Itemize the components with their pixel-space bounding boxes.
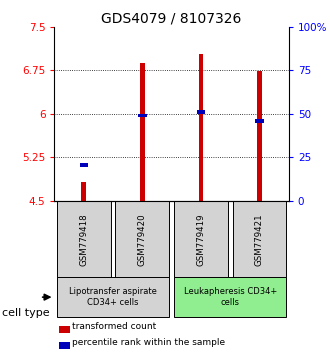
Title: GDS4079 / 8107326: GDS4079 / 8107326: [101, 11, 242, 25]
Bar: [257, 72, 262, 201]
Text: Leukapheresis CD34+
cells: Leukapheresis CD34+ cells: [183, 287, 277, 307]
Bar: [255, 119, 264, 122]
Text: percentile rank within the sample: percentile rank within the sample: [72, 338, 225, 347]
Bar: [138, 114, 147, 117]
Bar: [80, 163, 88, 167]
Text: Lipotransfer aspirate
CD34+ cells: Lipotransfer aspirate CD34+ cells: [69, 287, 157, 307]
Text: GSM779418: GSM779418: [79, 213, 88, 266]
FancyBboxPatch shape: [57, 201, 111, 278]
Bar: [59, 342, 70, 349]
Bar: [82, 182, 86, 201]
FancyBboxPatch shape: [233, 201, 286, 278]
Text: transformed count: transformed count: [72, 322, 156, 331]
Text: GSM779421: GSM779421: [255, 213, 264, 266]
Text: GSM779419: GSM779419: [196, 213, 205, 266]
Bar: [199, 54, 203, 201]
Text: GSM779420: GSM779420: [138, 213, 147, 266]
FancyBboxPatch shape: [115, 201, 169, 278]
FancyBboxPatch shape: [174, 278, 286, 317]
Bar: [140, 63, 145, 201]
FancyBboxPatch shape: [174, 201, 228, 278]
FancyBboxPatch shape: [57, 278, 169, 317]
Bar: [59, 326, 70, 333]
Text: cell type: cell type: [2, 308, 49, 318]
Bar: [197, 110, 205, 114]
